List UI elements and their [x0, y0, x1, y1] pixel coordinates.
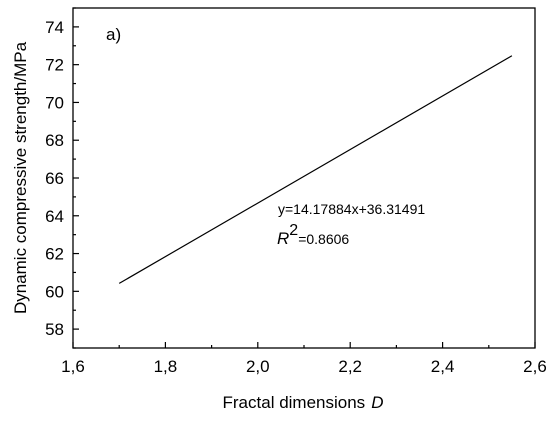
- x-tick-label: 2,6: [523, 357, 546, 376]
- y-tick-label: 66: [45, 169, 64, 188]
- r-squared-value: =0.8606: [298, 231, 349, 247]
- y-axis-title: Dynamic compressive strength/MPa: [11, 41, 30, 314]
- panel-label: a): [106, 25, 121, 44]
- r-squared-exponent: 2: [289, 222, 298, 239]
- x-tick-label: 2,2: [338, 357, 362, 376]
- x-axis: 1,6 1,8 2,0 2,2 2,4 2,6: [61, 342, 546, 376]
- x-tick-label: 2,0: [246, 357, 270, 376]
- x-tick-label: 1,8: [154, 357, 178, 376]
- x-axis-title-variable: D: [371, 393, 383, 412]
- y-tick-label: 72: [45, 56, 64, 75]
- r-squared-symbol: R: [277, 229, 289, 248]
- y-axis: 58 60 62 64 66 68 70 72 74: [45, 7, 79, 349]
- y-tick-label: 74: [45, 18, 64, 37]
- r-squared-label: R2=0.8606: [277, 222, 349, 248]
- y-tick-label: 58: [45, 320, 64, 339]
- x-axis-title: Fractal dimensions D: [223, 393, 384, 412]
- y-tick-label: 70: [45, 93, 64, 112]
- y-tick-label: 68: [45, 131, 64, 150]
- series-layer: [118, 55, 513, 284]
- y-tick-label: 62: [45, 245, 64, 264]
- y-tick-label: 64: [45, 207, 64, 226]
- x-tick-label: 1,6: [61, 357, 85, 376]
- equation-label: y=14.17884x+36.31491: [278, 201, 425, 217]
- fit-line: [118, 55, 513, 284]
- y-tick-label: 60: [45, 282, 64, 301]
- x-tick-label: 2,4: [431, 357, 455, 376]
- plot-area-frame: [72, 7, 536, 349]
- x-axis-title-text: Fractal dimensions: [223, 393, 366, 412]
